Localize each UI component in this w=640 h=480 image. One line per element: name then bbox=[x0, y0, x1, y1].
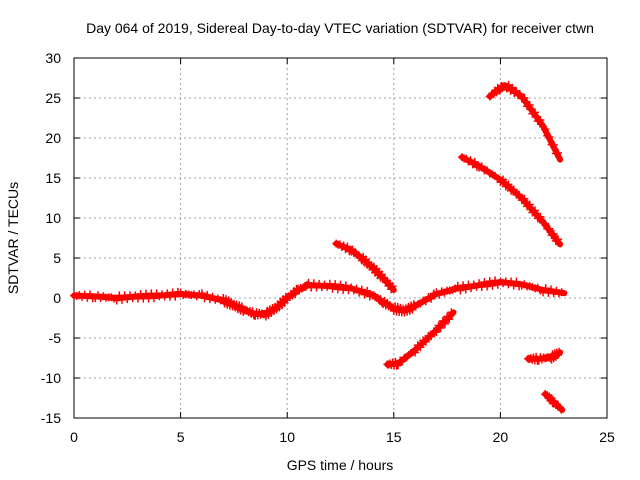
data-point bbox=[291, 290, 300, 299]
data-point bbox=[363, 286, 372, 295]
data-point bbox=[480, 278, 489, 287]
y-tick-label: 20 bbox=[45, 130, 61, 146]
data-point bbox=[117, 295, 126, 304]
data-point bbox=[504, 180, 513, 189]
data-point bbox=[203, 290, 212, 299]
x-tick-label: 20 bbox=[493, 429, 509, 445]
y-tick-label: 5 bbox=[53, 250, 61, 266]
data-point bbox=[541, 284, 550, 293]
data-point bbox=[557, 288, 566, 297]
series-arc-d bbox=[485, 80, 564, 163]
y-tick-label: 10 bbox=[45, 210, 61, 226]
y-axis-title: SDTVAR / TECUs bbox=[5, 182, 21, 294]
data-point bbox=[197, 289, 206, 298]
data-point bbox=[149, 294, 158, 303]
data-point bbox=[536, 212, 545, 221]
data-point bbox=[499, 175, 508, 184]
data-point bbox=[520, 194, 529, 203]
data-point bbox=[421, 337, 430, 346]
data-point bbox=[388, 282, 397, 291]
data-point bbox=[541, 125, 550, 134]
data-point bbox=[536, 116, 545, 125]
data-point bbox=[280, 298, 289, 307]
ticks: 0 5 10 15 20 25 -15 -10 -5 0 5 10 15 20 25 30 bbox=[41, 50, 615, 445]
data-point bbox=[549, 229, 558, 238]
y-tick-label: 0 bbox=[53, 290, 61, 306]
data-point bbox=[341, 281, 350, 290]
data-point bbox=[545, 224, 554, 233]
data-point bbox=[447, 308, 456, 317]
series-arc-a bbox=[332, 239, 397, 294]
y-tick-label: -10 bbox=[41, 370, 61, 386]
y-tick-label: 30 bbox=[45, 50, 61, 66]
grid bbox=[74, 58, 607, 418]
plot-frame bbox=[73, 57, 608, 419]
data-point bbox=[553, 149, 562, 158]
data-point bbox=[352, 284, 361, 293]
data-point bbox=[509, 185, 518, 194]
data-point bbox=[436, 323, 445, 332]
x-tick-label: 25 bbox=[599, 429, 615, 445]
data-point bbox=[470, 157, 479, 166]
data-point bbox=[343, 242, 352, 251]
data-point bbox=[525, 101, 534, 110]
data-point bbox=[477, 162, 486, 171]
x-tick-label: 0 bbox=[70, 429, 78, 445]
series-arc-c bbox=[458, 153, 564, 248]
data-point bbox=[491, 276, 500, 285]
data-point bbox=[461, 285, 470, 294]
data-point bbox=[488, 281, 497, 290]
data-point bbox=[357, 285, 366, 294]
data-point bbox=[411, 348, 420, 357]
data-point bbox=[515, 90, 524, 99]
x-tick-label: 15 bbox=[386, 429, 402, 445]
data-point bbox=[525, 200, 534, 209]
series-arc-e bbox=[524, 347, 564, 365]
data-point bbox=[553, 235, 562, 244]
series-group bbox=[70, 80, 568, 414]
data-point bbox=[520, 93, 529, 102]
data-point bbox=[377, 270, 386, 279]
y-tick-label: 15 bbox=[45, 170, 61, 186]
data-point bbox=[427, 294, 436, 303]
x-tick-label: 5 bbox=[177, 429, 185, 445]
data-point bbox=[466, 156, 475, 165]
data-point bbox=[336, 280, 345, 289]
data-point bbox=[237, 302, 246, 311]
chart-title: Day 064 of 2019, Sidereal Day-to-day VTE… bbox=[86, 20, 594, 36]
data-point bbox=[339, 241, 348, 250]
data-point bbox=[432, 328, 441, 337]
y-tick-label: 25 bbox=[45, 90, 61, 106]
data-point bbox=[445, 315, 454, 324]
data-point bbox=[541, 219, 550, 228]
data-point bbox=[549, 140, 558, 149]
data-point bbox=[512, 277, 521, 286]
data-point bbox=[248, 307, 257, 316]
data-point bbox=[421, 297, 430, 306]
data-point bbox=[531, 206, 540, 215]
data-point bbox=[171, 292, 180, 301]
series-arc-b bbox=[383, 308, 457, 370]
data-point bbox=[332, 239, 341, 248]
data-point bbox=[85, 290, 94, 299]
data-point bbox=[555, 347, 564, 356]
x-axis-title: GPS time / hours bbox=[287, 457, 394, 473]
data-point bbox=[394, 361, 403, 370]
data-point bbox=[427, 332, 436, 341]
data-point bbox=[440, 319, 449, 328]
data-point bbox=[515, 190, 524, 199]
series-arc-f bbox=[541, 390, 566, 414]
data-point bbox=[485, 277, 494, 286]
y-tick-label: -15 bbox=[41, 410, 61, 426]
data-point bbox=[456, 286, 465, 295]
x-tick-label: 10 bbox=[279, 429, 295, 445]
y-tick-label: -5 bbox=[49, 330, 62, 346]
data-point bbox=[376, 294, 385, 303]
data-point bbox=[557, 405, 566, 414]
series-baseline bbox=[70, 276, 568, 321]
data-point bbox=[531, 108, 540, 117]
data-point bbox=[416, 343, 425, 352]
data-point bbox=[545, 132, 554, 141]
